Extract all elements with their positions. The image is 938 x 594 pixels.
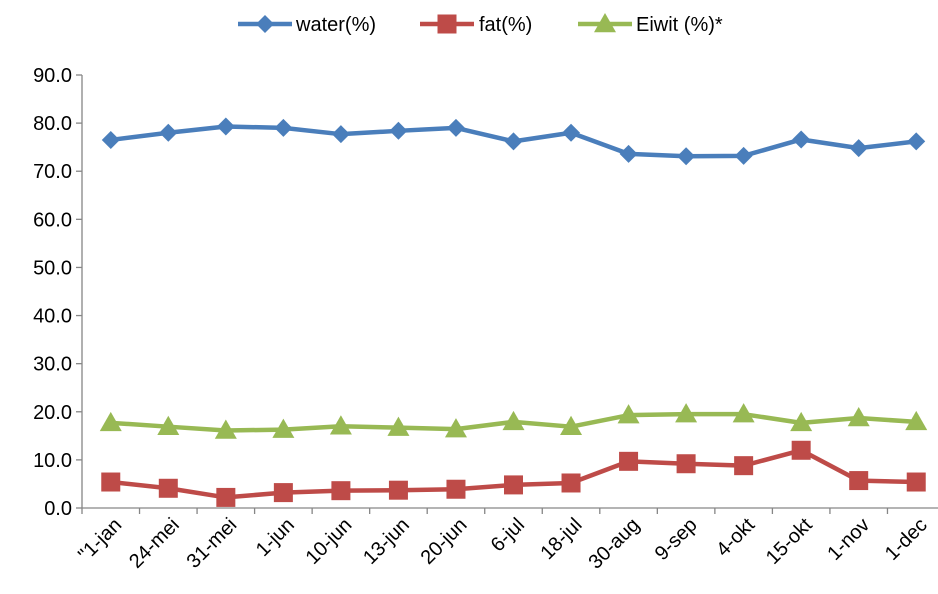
data-point: [907, 132, 926, 151]
data-point: [849, 471, 869, 491]
y-tick-label: 60.0: [33, 209, 72, 231]
y-tick-label: 10.0: [33, 450, 72, 472]
y-tick-label: 0.0: [44, 498, 72, 520]
data-point: [216, 487, 236, 507]
data-point: [675, 403, 698, 423]
data-point: [216, 117, 235, 136]
legend-marker: [437, 14, 457, 34]
legend-marker: [594, 13, 616, 33]
data-point: [388, 480, 408, 500]
data-point: [790, 411, 813, 432]
data-point: [619, 451, 639, 471]
data-point: [504, 132, 523, 151]
data-point: [734, 146, 753, 165]
data-point: [617, 404, 640, 424]
x-tick-label: 30-aug: [585, 514, 645, 574]
data-point: [99, 411, 122, 432]
data-point: [274, 118, 293, 137]
data-point: [504, 475, 523, 495]
data-point: [619, 144, 638, 163]
y-axis: 0.0 10.0 20.0 30.0 40.0 50.0 60.0 70.0 80.0 90.0: [33, 65, 83, 520]
data-point: [791, 440, 811, 460]
x-tick-label: "1-jan: [74, 514, 126, 566]
legend-label: fat(%): [479, 14, 532, 36]
data-point: [273, 483, 293, 503]
x-tick-label: 6-jul: [487, 514, 529, 556]
series-1: [101, 440, 926, 507]
series-0: [101, 117, 926, 166]
y-tick-label: 70.0: [33, 161, 72, 183]
x-tick-label: 15-okt: [762, 514, 817, 569]
x-tick-label: 1-jun: [252, 514, 299, 561]
data-point: [847, 407, 870, 427]
legend-label: Eiwit (%)*: [636, 14, 723, 36]
data-point: [734, 456, 754, 476]
x-tick-label: 4-okt: [712, 514, 759, 561]
data-point: [159, 123, 178, 142]
data-point: [101, 130, 120, 149]
data-point: [101, 472, 121, 492]
legend: water(%) fat(%) Eiwit (%)*: [238, 13, 723, 36]
data-point: [446, 479, 466, 499]
data-point: [677, 147, 696, 166]
y-tick-label: 50.0: [33, 257, 72, 279]
y-tick-label: 20.0: [33, 402, 72, 424]
y-tick-label: 80.0: [33, 113, 72, 135]
data-point: [849, 139, 868, 158]
x-tick-label: 18-jul: [536, 514, 586, 564]
x-tick-label: 9-sep: [651, 514, 702, 565]
data-point: [502, 410, 525, 431]
data-point: [272, 418, 295, 438]
x-tick-label: 1-nov: [823, 514, 874, 565]
x-tick-label: 13-jun: [359, 514, 414, 569]
data-point: [792, 130, 811, 149]
data-point: [329, 415, 352, 435]
data-point: [562, 123, 581, 142]
series-2: [99, 403, 928, 439]
y-tick-label: 40.0: [33, 306, 72, 328]
x-tick-label: 10-jun: [302, 514, 357, 569]
data-point: [732, 403, 755, 423]
data-point: [331, 125, 350, 144]
data-point: [444, 418, 467, 438]
data-point: [157, 415, 180, 435]
data-point: [561, 473, 581, 493]
legend-item-0: water(%): [238, 14, 376, 36]
x-tick-label: 20-jun: [417, 514, 472, 569]
data-point: [560, 415, 583, 435]
series-layer: [99, 117, 928, 507]
data-point: [676, 454, 696, 474]
data-point: [906, 472, 926, 492]
data-point: [905, 410, 928, 431]
x-tick-label: 1-dec: [881, 514, 932, 565]
data-point: [387, 416, 410, 436]
data-point: [446, 118, 465, 137]
y-tick-label: 30.0: [33, 354, 72, 376]
legend-label: water(%): [295, 14, 376, 36]
data-point: [331, 481, 351, 501]
data-point: [389, 121, 408, 140]
x-tick-label: 24-mei: [125, 514, 184, 573]
legend-marker: [256, 15, 274, 33]
legend-item-1: fat(%): [420, 14, 532, 36]
data-point: [158, 478, 178, 498]
legend-item-2: Eiwit (%)*: [578, 13, 723, 36]
y-tick-label: 90.0: [33, 65, 72, 87]
data-point: [214, 419, 237, 439]
x-tick-label: 31-mei: [183, 514, 242, 573]
